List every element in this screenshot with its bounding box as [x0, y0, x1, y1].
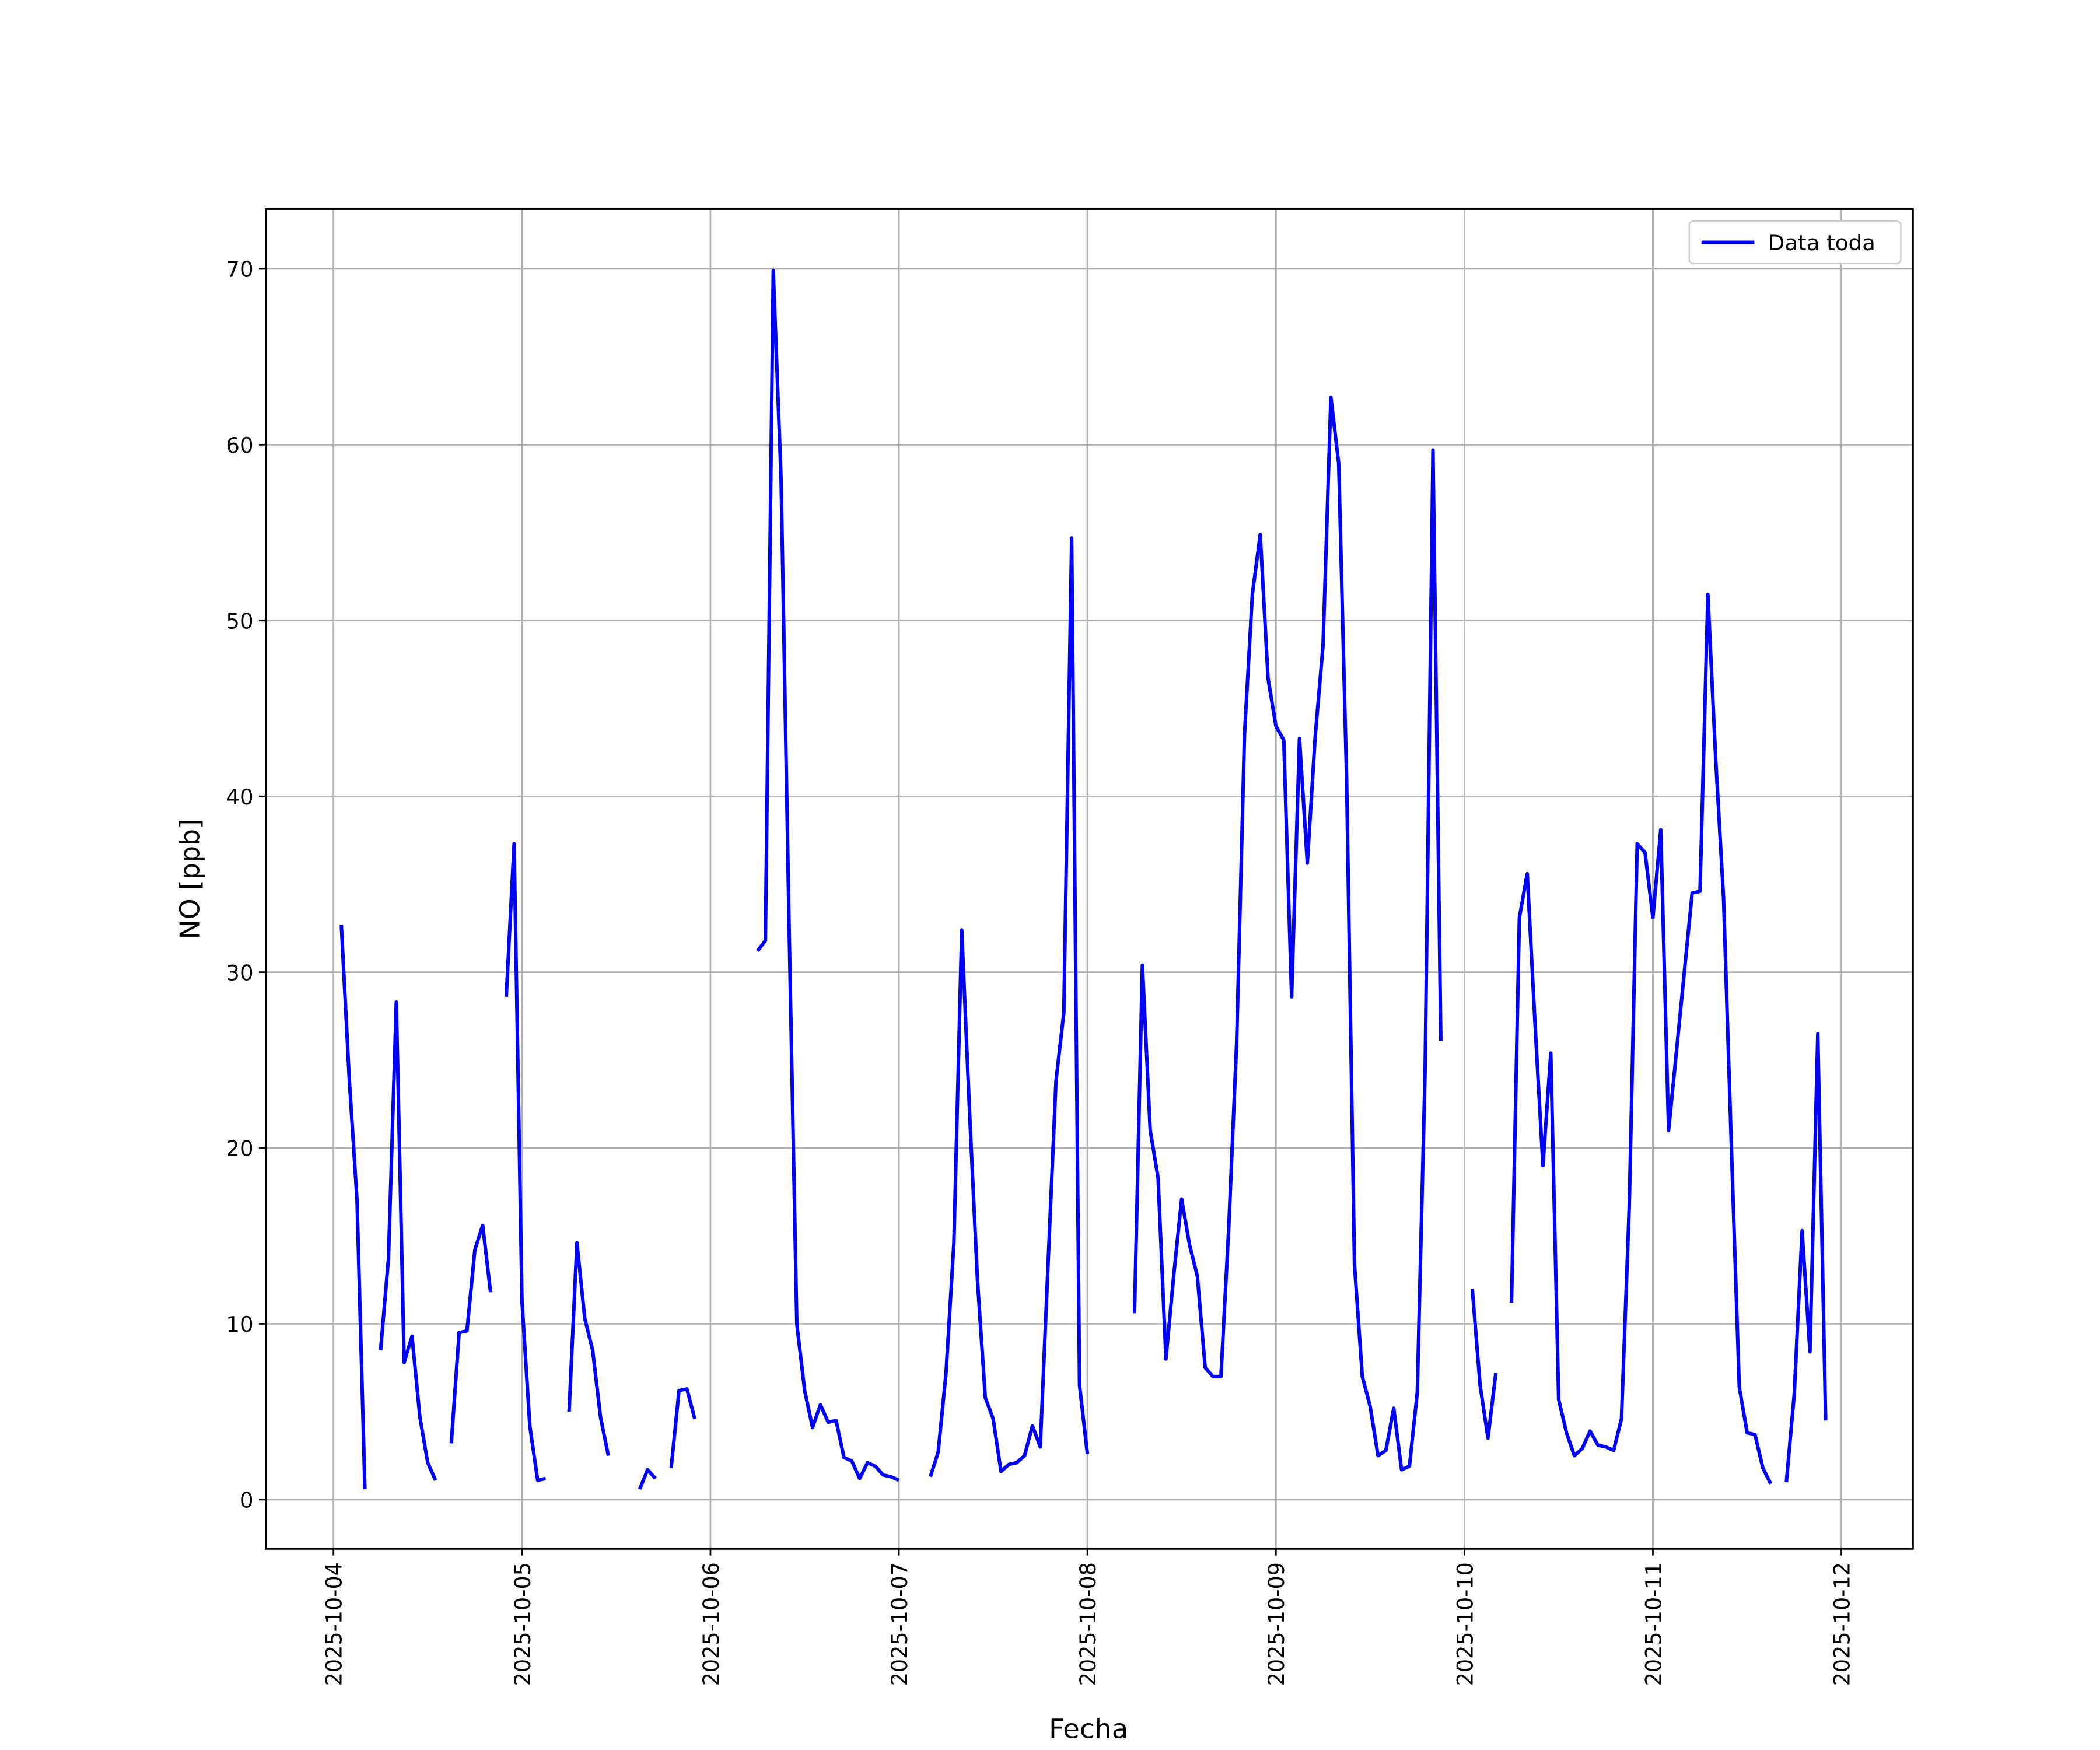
legend-label: Data toda — [1768, 231, 1875, 256]
data-line — [340, 268, 1828, 1490]
x-tick-label: 2025-10-10 — [1452, 1562, 1478, 1686]
x-tick-label: 2025-10-04 — [321, 1562, 346, 1686]
y-tick-label: 20 — [226, 1136, 253, 1161]
y-tick-label: 0 — [240, 1488, 254, 1513]
y-tick-label: 10 — [226, 1312, 253, 1337]
y-tick-label: 40 — [226, 785, 253, 810]
x-axis-label: Fecha — [1049, 1713, 1128, 1745]
x-tick-label: 2025-10-12 — [1829, 1562, 1854, 1686]
x-tick-label: 2025-10-08 — [1076, 1562, 1101, 1686]
plot-frame — [265, 208, 1914, 1550]
y-tick-label: 30 — [226, 961, 253, 986]
y-tick-label: 50 — [226, 609, 253, 634]
x-tick-label: 2025-10-07 — [887, 1562, 912, 1686]
x-tick-label: 2025-10-06 — [699, 1562, 724, 1686]
x-tick-label: 2025-10-05 — [510, 1562, 535, 1686]
x-tick-label: 2025-10-11 — [1641, 1562, 1666, 1686]
y-axis-label: NO [ppb] — [174, 818, 205, 939]
legend-box — [1688, 220, 1902, 265]
y-tick-label: 60 — [226, 433, 253, 458]
y-tick-label: 70 — [226, 257, 253, 282]
x-tick-label: 2025-10-09 — [1264, 1562, 1289, 1686]
